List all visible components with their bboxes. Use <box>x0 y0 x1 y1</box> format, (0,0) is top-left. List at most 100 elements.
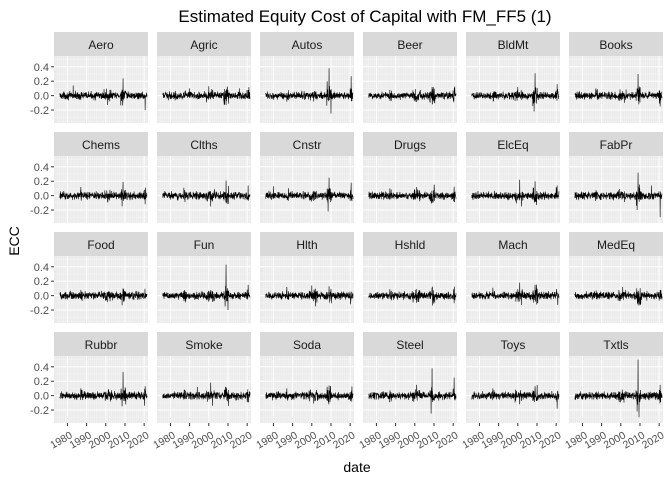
series-line-beer <box>368 86 457 105</box>
y-tick-label: 0.0 <box>34 191 49 203</box>
panel-bg <box>363 256 457 323</box>
strip-label: Soda <box>293 338 321 352</box>
panel-bg <box>54 156 148 223</box>
strip-label: Clths <box>190 138 217 152</box>
series-line-food <box>59 288 148 306</box>
panel-bg <box>363 356 457 423</box>
panel-bg <box>569 56 663 123</box>
strip-label: BldMt <box>498 38 529 52</box>
facet-books: Books <box>569 32 663 123</box>
series-line-fabpr <box>574 172 663 218</box>
y-tick-label: 0.4 <box>34 62 49 74</box>
y-tick-label: -0.2 <box>30 305 49 317</box>
strip-label: Chems <box>82 138 120 152</box>
facet-beer: Beer <box>363 32 457 123</box>
panel-bg <box>466 156 560 223</box>
facet-drugs: Drugs <box>363 132 457 223</box>
strip-label: Txtls <box>603 338 628 352</box>
strip-label: Food <box>87 238 114 252</box>
y-tick-label: 0.2 <box>34 276 49 288</box>
facet-panels: Aero Agric Autos Beer BldMt Books Chems Clths Cn… <box>54 32 663 423</box>
strip-label: Beer <box>397 38 422 52</box>
x-tick-label: 2020 <box>331 429 357 451</box>
series-line-hshld <box>368 286 457 306</box>
strip-bg <box>260 32 354 56</box>
y-tick-label: 0.2 <box>34 176 49 188</box>
panel-bg <box>157 56 251 123</box>
facet-autos: Autos <box>260 32 354 123</box>
strip-bg <box>157 332 251 356</box>
facet-soda: Soda <box>260 332 354 423</box>
x-tick-label: 2020 <box>228 429 254 451</box>
strip-bg <box>363 332 457 356</box>
strip-label: Mach <box>498 238 527 252</box>
facet-toys: Toys <box>466 332 560 423</box>
series-line-clths <box>162 180 251 207</box>
facet-rubbr: Rubbr <box>54 332 148 423</box>
facet-food: Food <box>54 232 148 323</box>
strip-bg <box>363 32 457 56</box>
panel-bg <box>569 256 663 323</box>
strip-label: Autos <box>292 38 323 52</box>
series-line-elceq <box>471 179 560 207</box>
facet-fun: Fun <box>157 232 251 323</box>
facet-smoke: Smoke <box>157 332 251 423</box>
strip-bg <box>54 232 148 256</box>
panel-bg <box>466 356 560 423</box>
series-line-agric <box>162 86 251 105</box>
strip-label: Toys <box>501 338 526 352</box>
y-tick-label: 0.2 <box>34 76 49 88</box>
strip-label: Smoke <box>185 338 223 352</box>
facet-hshld: Hshld <box>363 232 457 323</box>
facet-hlth: Hlth <box>260 232 354 323</box>
y-tick-label: -0.2 <box>30 105 49 117</box>
strip-bg <box>157 232 251 256</box>
strip-bg <box>466 32 560 56</box>
y-axes: -0.2 0.0 0.2 0.4 -0.2 0.0 0.2 0.4 -0.2 0.0 0.2 0.4 -… <box>30 62 54 417</box>
facet-txtls: Txtls <box>569 332 663 423</box>
series-line-rubbr <box>59 371 148 407</box>
panel-bg <box>363 56 457 123</box>
strip-bg <box>466 232 560 256</box>
strip-label: Books <box>599 38 632 52</box>
y-tick-label: -0.2 <box>30 405 49 417</box>
y-tick-label: 0.4 <box>34 362 49 374</box>
strip-label: FabPr <box>600 138 633 152</box>
strip-label: Hlth <box>296 238 317 252</box>
panel-bg <box>260 156 354 223</box>
panel-bg <box>54 56 148 123</box>
strip-label: Hshld <box>395 238 426 252</box>
series-line-medeq <box>574 286 663 306</box>
strip-bg <box>260 132 354 156</box>
panel-bg <box>260 356 354 423</box>
panel-bg <box>54 356 148 423</box>
series-line-smoke <box>162 382 251 407</box>
panel-bg <box>569 356 663 423</box>
strip-label: MedEq <box>597 238 635 252</box>
strip-bg <box>569 132 663 156</box>
strip-bg <box>157 132 251 156</box>
strip-bg <box>569 232 663 256</box>
series-line-drugs <box>368 184 457 204</box>
strip-bg <box>569 32 663 56</box>
strip-label: Aero <box>88 38 114 52</box>
facet-clths: Clths <box>157 132 251 223</box>
facet-cnstr: Cnstr <box>260 132 354 223</box>
x-tick-label: 2020 <box>125 429 151 451</box>
facet-chems: Chems <box>54 132 148 223</box>
y-tick-label: 0.0 <box>34 91 49 103</box>
series-line-cnstr <box>265 177 354 212</box>
chart-title: Estimated Equity Cost of Capital with FM… <box>178 7 551 26</box>
series-line-chems <box>59 181 148 207</box>
strip-bg <box>569 332 663 356</box>
y-axis-title: ECC <box>6 226 22 256</box>
panel-bg <box>466 56 560 123</box>
panel-bg <box>54 256 148 323</box>
panel-bg <box>569 156 663 223</box>
series-line-aero <box>59 78 148 111</box>
x-tick-label: 2020 <box>640 429 666 451</box>
strip-bg <box>54 32 148 56</box>
strip-bg <box>466 132 560 156</box>
series-line-autos <box>265 68 354 114</box>
